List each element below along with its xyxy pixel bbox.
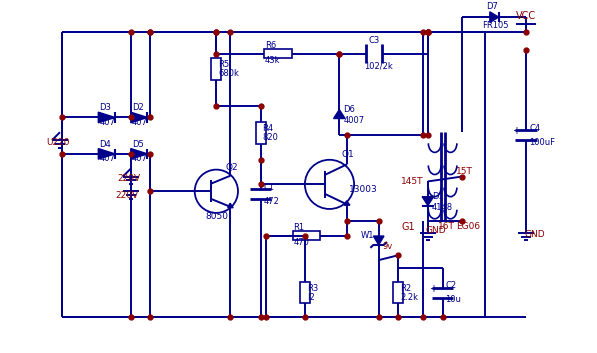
Text: D3: D3 xyxy=(99,103,111,112)
Text: 43k: 43k xyxy=(265,56,281,65)
Text: 145T: 145T xyxy=(401,177,424,186)
Text: 16T: 16T xyxy=(438,222,454,231)
Text: R3: R3 xyxy=(307,284,318,293)
Text: D6: D6 xyxy=(343,104,355,114)
Text: 10u: 10u xyxy=(445,295,461,304)
Polygon shape xyxy=(131,112,147,123)
Text: I2: I2 xyxy=(307,293,315,302)
Text: GND: GND xyxy=(426,226,447,235)
Text: 4148: 4148 xyxy=(432,203,453,213)
Text: D1: D1 xyxy=(432,192,444,201)
Polygon shape xyxy=(422,197,433,205)
Text: 220V: 220V xyxy=(115,191,138,200)
Text: D4: D4 xyxy=(99,139,111,149)
Text: Q2: Q2 xyxy=(225,163,238,172)
Bar xyxy=(211,58,221,80)
Text: FR105: FR105 xyxy=(482,20,509,30)
Text: 820: 820 xyxy=(263,133,278,142)
Text: +: + xyxy=(512,126,521,136)
Polygon shape xyxy=(227,203,233,208)
Polygon shape xyxy=(344,201,350,205)
Text: 407: 407 xyxy=(132,118,147,127)
Polygon shape xyxy=(99,149,115,159)
Text: R1: R1 xyxy=(294,223,304,232)
Text: R6: R6 xyxy=(265,41,276,50)
Polygon shape xyxy=(131,149,147,159)
Bar xyxy=(300,282,310,304)
Text: 407: 407 xyxy=(99,118,115,127)
Bar xyxy=(264,49,291,59)
Text: 407: 407 xyxy=(132,154,147,163)
Text: EG06: EG06 xyxy=(456,222,481,231)
Text: R4: R4 xyxy=(263,124,273,133)
Text: VCC: VCC xyxy=(516,11,537,21)
Polygon shape xyxy=(490,12,498,23)
Text: 472: 472 xyxy=(264,197,279,205)
Text: C2: C2 xyxy=(445,281,457,290)
Text: 2.2k: 2.2k xyxy=(401,293,418,302)
Text: Q1: Q1 xyxy=(342,150,355,159)
Text: 13003: 13003 xyxy=(349,185,378,194)
Text: G1: G1 xyxy=(401,222,415,232)
Text: 470: 470 xyxy=(294,238,309,247)
Text: R2: R2 xyxy=(401,284,411,293)
Text: 4007: 4007 xyxy=(343,116,364,125)
Polygon shape xyxy=(334,110,345,119)
Polygon shape xyxy=(373,236,384,245)
Text: W1: W1 xyxy=(361,231,374,240)
Text: 8050: 8050 xyxy=(205,212,229,221)
Text: D5: D5 xyxy=(132,139,143,149)
Text: +: + xyxy=(429,284,437,294)
Text: R5: R5 xyxy=(219,60,229,69)
Text: C3: C3 xyxy=(369,36,380,45)
Text: 102/2k: 102/2k xyxy=(364,62,393,71)
Polygon shape xyxy=(99,112,115,123)
Text: 100uF: 100uF xyxy=(529,138,555,146)
Text: 9v: 9v xyxy=(383,242,393,251)
Bar xyxy=(293,231,320,240)
Bar xyxy=(256,122,266,144)
Text: 407: 407 xyxy=(99,154,115,163)
Text: 680k: 680k xyxy=(219,69,239,78)
Bar xyxy=(393,282,403,304)
Text: D2: D2 xyxy=(132,103,143,112)
Text: D7: D7 xyxy=(487,2,498,11)
Text: U220: U220 xyxy=(46,138,70,146)
Text: C4: C4 xyxy=(529,124,540,133)
Text: C1: C1 xyxy=(264,183,275,192)
Text: 15T: 15T xyxy=(456,167,473,176)
Text: GND: GND xyxy=(524,230,545,239)
Text: 220V: 220V xyxy=(117,174,140,183)
